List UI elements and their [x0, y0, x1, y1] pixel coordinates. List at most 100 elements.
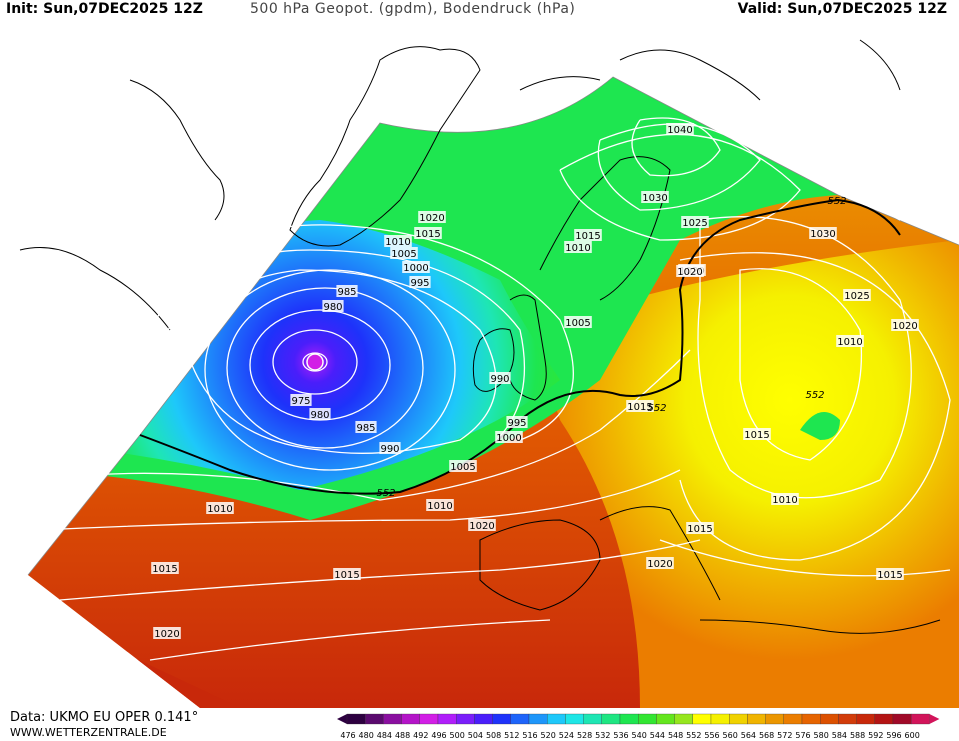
- isobar-label-bg: [676, 265, 704, 277]
- legend-swatch: [419, 713, 439, 725]
- isobar-label-bg: [322, 300, 344, 312]
- legend-swatch: [437, 713, 457, 725]
- isobar-label: 1015: [687, 524, 712, 535]
- legend-swatch: [401, 713, 420, 725]
- legend-swatch: [583, 713, 602, 725]
- website-link[interactable]: WWW.WETTERZENTRALE.DE: [10, 726, 167, 739]
- legend-swatch: [510, 713, 530, 725]
- legend-arrow-right: [929, 714, 940, 724]
- isobar-label-bg: [153, 627, 181, 639]
- legend-value: 536: [613, 731, 628, 740]
- isobar-label-bg: [771, 493, 799, 505]
- legend-value: 560: [723, 731, 738, 740]
- isobar-label-bg: [574, 229, 602, 241]
- legend-value: 488: [395, 731, 410, 740]
- legend-swatch: [729, 713, 748, 725]
- isobar-label-bg: [355, 421, 377, 433]
- isobar-label-bg: [681, 216, 709, 228]
- isobar-label-bg: [489, 372, 511, 384]
- isobar-label: 1015: [334, 570, 359, 581]
- legend-value: 476: [340, 731, 355, 740]
- legend-swatch: [528, 713, 548, 725]
- init-time: Init: Sun,07DEC2025 12Z: [6, 1, 203, 17]
- legend-value: 480: [359, 731, 374, 740]
- isobar-label: 985: [337, 287, 356, 298]
- legend-value: 580: [814, 731, 829, 740]
- isobar-label: 1000: [403, 263, 428, 274]
- data-source: Data: UKMO EU OPER 0.141°: [10, 710, 199, 725]
- isobar-label: 980: [310, 410, 329, 421]
- legend-swatch: [747, 713, 766, 725]
- isobar-label-bg: [418, 211, 446, 223]
- legend-value: 496: [431, 731, 446, 740]
- legend-swatch: [874, 713, 894, 725]
- legend-value: 596: [886, 731, 901, 740]
- legend-value: 512: [504, 731, 519, 740]
- isobar-label: 1025: [844, 291, 869, 302]
- isobar-label-bg: [468, 519, 496, 531]
- isobar-label-bg: [686, 522, 714, 534]
- legend-swatch: [710, 713, 730, 725]
- isobar-label: 1015: [744, 430, 769, 441]
- isobar-label: 995: [507, 418, 526, 429]
- legend-swatch: [492, 713, 511, 725]
- isobar-label-bg: [449, 460, 477, 472]
- legend-swatch: [911, 713, 930, 725]
- legend-swatch: [547, 713, 566, 725]
- legend-swatch: [856, 713, 875, 725]
- legend-value: 568: [759, 731, 774, 740]
- isobar-label-bg: [641, 191, 669, 203]
- isobar-label: 975: [291, 396, 310, 407]
- legend-value: 556: [704, 731, 719, 740]
- isobar-label-bg: [891, 319, 919, 331]
- isobar-label-bg: [836, 335, 864, 347]
- map-title: 500 hPa Geopot. (gpdm), Bodendruck (hPa): [250, 1, 576, 17]
- legend-arrow-left: [337, 714, 347, 724]
- map-fields: [27, 76, 959, 708]
- isobar-label: 1030: [642, 193, 667, 204]
- valid-time: Valid: Sun,07DEC2025 12Z: [737, 1, 947, 17]
- isobar-label: 990: [380, 444, 399, 455]
- isobar-label-bg: [564, 241, 592, 253]
- legend-value: 552: [686, 731, 701, 740]
- h552-label: 552: [805, 390, 824, 401]
- legend-swatch: [619, 713, 639, 725]
- legend-swatch: [801, 713, 821, 725]
- isobar-label-bg: [626, 400, 654, 412]
- legend-value: 516: [522, 731, 537, 740]
- isobar-label: 1015: [152, 564, 177, 575]
- legend-value: 520: [541, 731, 556, 740]
- isobar-label: 1005: [450, 462, 475, 473]
- legend-swatch: [383, 713, 402, 725]
- isobar-label: 995: [410, 278, 429, 289]
- legend-swatch: [783, 713, 803, 725]
- isobar-label: 1020: [154, 629, 179, 640]
- isobar-label: 1010: [385, 237, 410, 248]
- isobar-label-bg: [495, 431, 523, 443]
- isobar-label-bg: [564, 316, 592, 328]
- isobar-label: 1020: [892, 321, 917, 332]
- legend-swatch: [474, 713, 493, 725]
- isobar-label-bg: [414, 227, 442, 239]
- isobar-label-bg: [206, 502, 234, 514]
- legend-value: 592: [868, 731, 883, 740]
- isobar-label-bg: [426, 499, 454, 511]
- coastlines: [19, 39, 941, 634]
- legend-swatch: [674, 713, 693, 725]
- isobar-label: 1000: [496, 433, 521, 444]
- isobar-label-bg: [384, 235, 412, 247]
- legend-value: 544: [650, 731, 665, 740]
- isobar-label: 1040: [667, 125, 692, 136]
- isobar-label: 1005: [565, 318, 590, 329]
- legend-swatch: [820, 713, 839, 725]
- low-center: [306, 353, 324, 371]
- legend-swatch: [892, 713, 912, 725]
- legend-swatch: [838, 713, 857, 725]
- color-legend: 476 480 484 488 492 496 500 504 508 512 516 520 524 5…: [337, 713, 940, 740]
- isobar-label-bg: [666, 123, 694, 135]
- isobar-label: 990: [490, 374, 509, 385]
- legend-swatch: [765, 713, 784, 725]
- isobar-label-bg: [506, 416, 528, 428]
- isobar-label: 1025: [682, 218, 707, 229]
- isobar-label-bg: [409, 276, 431, 288]
